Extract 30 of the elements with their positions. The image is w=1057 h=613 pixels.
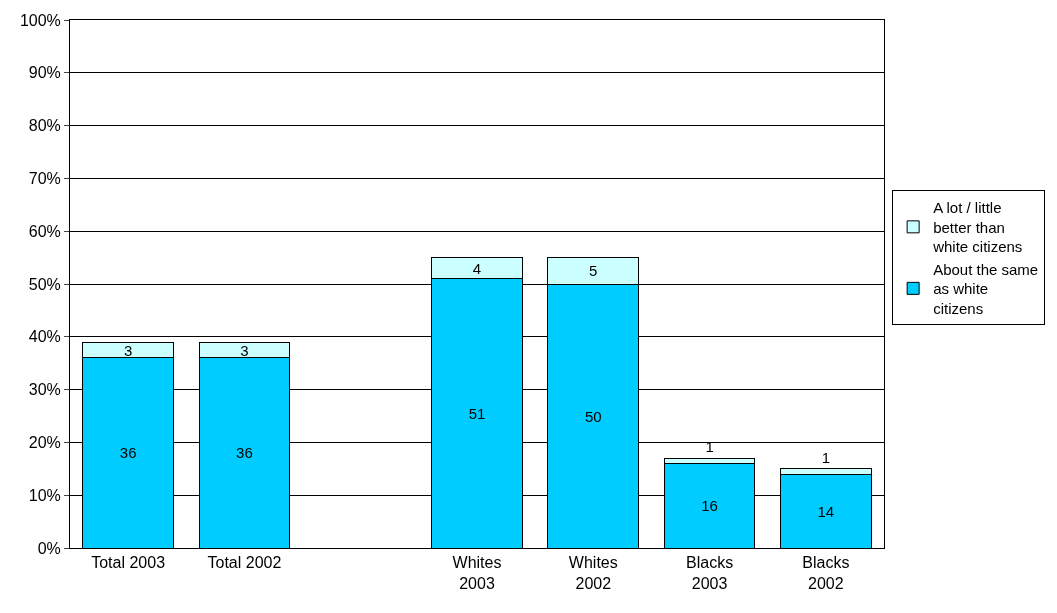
y-tick-label: 50% [28, 275, 61, 293]
x-tick-label: Blacks 2003 [686, 554, 734, 592]
y-tick-label: 80% [28, 117, 61, 135]
y-tick-label: 40% [28, 328, 61, 346]
data-label: 5 [589, 262, 598, 280]
x-tick-label: Total 2003 [91, 554, 166, 572]
y-tick-label: 10% [28, 486, 61, 504]
y-tick-label: 0% [37, 539, 61, 557]
data-label: 1 [821, 448, 831, 466]
x-tick-label: Blacks 2002 [802, 554, 850, 592]
x-tick-label: Total 2002 [207, 554, 282, 572]
y-tick-label: 30% [28, 381, 61, 399]
y-tick-label: 20% [28, 434, 61, 451]
data-label: 4 [472, 259, 482, 277]
data-label: 36 [236, 444, 253, 462]
y-tick-label: 100% [19, 11, 61, 29]
data-label: 3 [123, 341, 133, 359]
y-tick-label: 60% [28, 222, 61, 240]
data-label: 16 [701, 497, 718, 515]
x-tick-label: Whites 2002 [568, 554, 618, 592]
x-tick-label: Whites 2003 [452, 554, 502, 592]
data-label: 51 [468, 404, 486, 422]
data-label: 36 [119, 444, 137, 462]
data-label: 3 [240, 341, 249, 359]
legend-label: About the same as white citizens [933, 260, 1039, 317]
data-label: 50 [584, 407, 602, 425]
data-label: 14 [817, 502, 835, 520]
legend-label: A lot / little better than white citizens [932, 199, 1023, 256]
y-tick-label: 90% [28, 64, 61, 82]
y-tick-label: 70% [28, 170, 61, 187]
